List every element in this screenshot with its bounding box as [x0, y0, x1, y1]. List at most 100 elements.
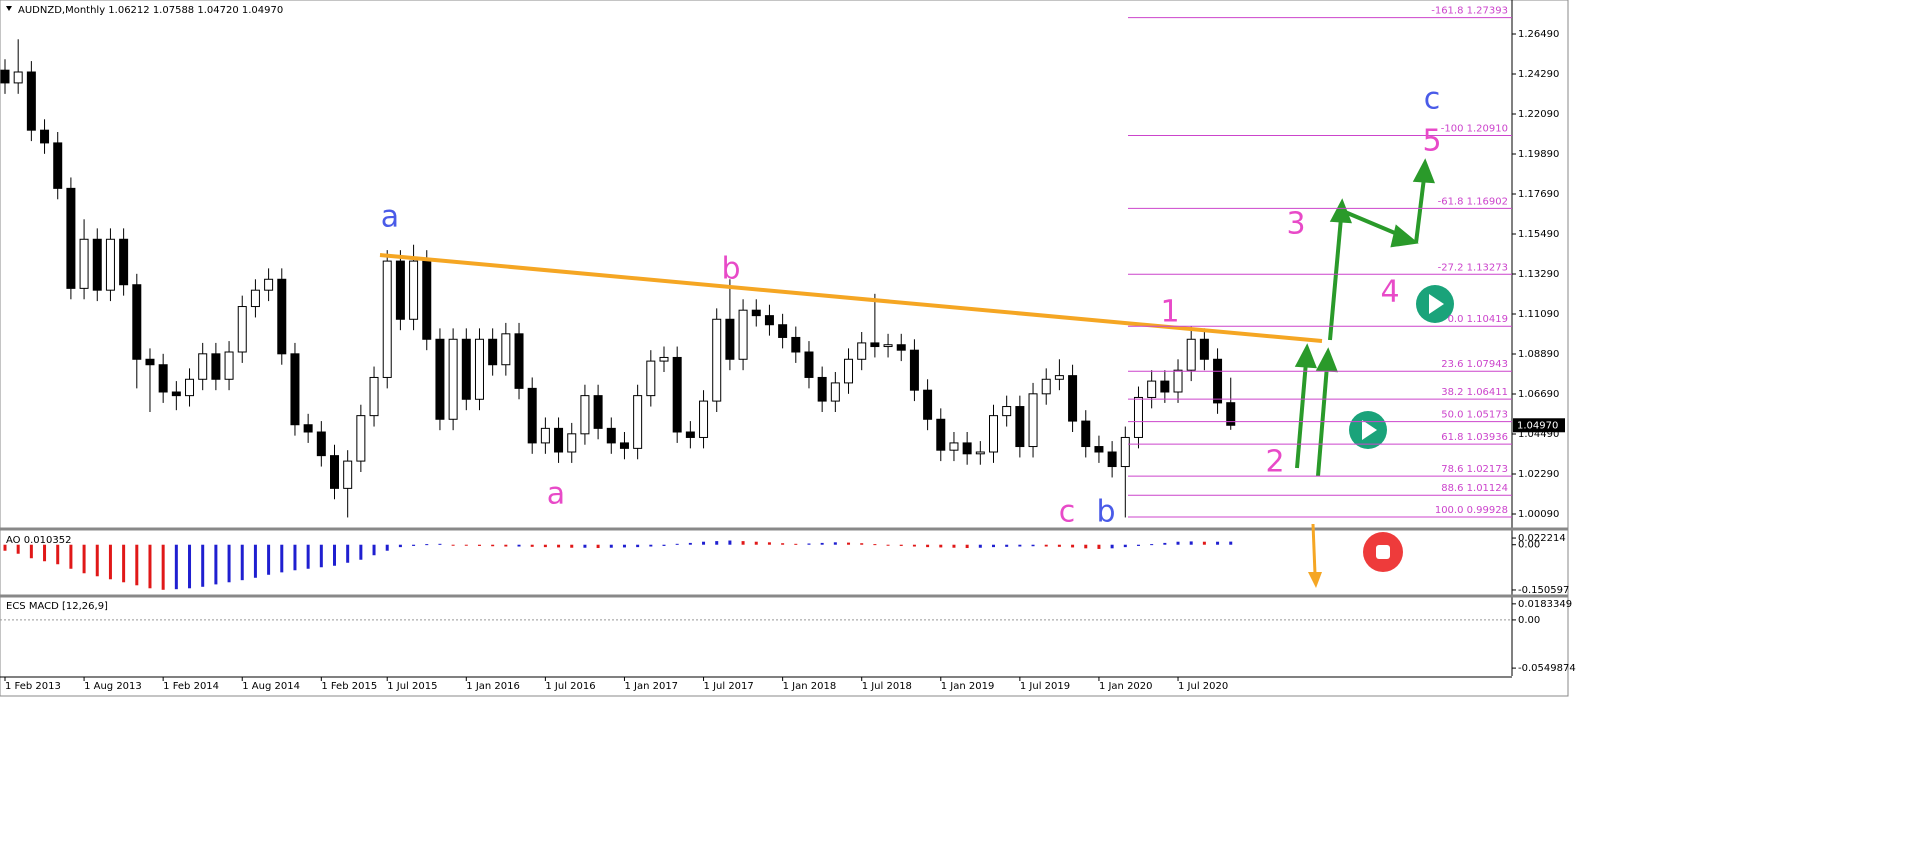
y-tick-label: 1.00090 [1518, 509, 1559, 520]
x-tick-label: 1 Jul 2019 [1020, 681, 1070, 692]
y-tick-label: 1.06690 [1518, 389, 1559, 400]
y-tick-label: 1.15490 [1518, 229, 1559, 240]
y-tick-label: 1.11090 [1518, 309, 1559, 320]
candle-body [1213, 358, 1223, 404]
wave-label: 5 [1422, 124, 1441, 159]
candle-body [145, 358, 155, 366]
fib-label: -27.2 1.13273 [1438, 262, 1508, 273]
candle-body [79, 238, 89, 289]
candle-body [1054, 375, 1064, 380]
x-tick-label: 1 Aug 2013 [84, 681, 142, 692]
y-tick-label: 1.17690 [1518, 189, 1559, 200]
x-tick-label: 1 Jan 2018 [783, 681, 837, 692]
candle-body [975, 451, 985, 455]
ao-bar [451, 544, 455, 546]
ao-bar [807, 543, 811, 545]
ao-bar [267, 544, 271, 575]
ao-bar [1163, 542, 1167, 545]
wave-label: c [1424, 82, 1441, 117]
candle-body [105, 238, 115, 291]
ao-bar [636, 544, 640, 548]
candle-body [198, 353, 208, 380]
ao-bar [214, 544, 218, 585]
candle-body [844, 358, 854, 384]
candle-body [13, 71, 23, 84]
ao-bar [201, 544, 205, 587]
ao-bar [833, 542, 837, 545]
ao-bar [1110, 544, 1114, 549]
ao-bar [860, 543, 864, 545]
ao-bar [359, 544, 363, 560]
ao-bar [873, 544, 877, 546]
play-icon [1416, 285, 1454, 323]
ao-bar [174, 544, 178, 590]
ao-bar [82, 544, 86, 574]
candle-body [554, 427, 564, 453]
ao-bar [1150, 544, 1154, 546]
candle-body [264, 278, 274, 291]
ao-bar [543, 544, 547, 548]
ao-bar [1018, 544, 1022, 547]
ao-bar [1136, 544, 1140, 546]
candle-body [1133, 396, 1143, 438]
ao-bar [1005, 544, 1009, 547]
ao-bar [1176, 541, 1180, 545]
candle-body [712, 318, 722, 402]
ao-bar [912, 544, 916, 547]
candle-body [1094, 446, 1104, 453]
candle-body [527, 387, 537, 444]
ao-bar [965, 544, 969, 549]
wave-label: 1 [1160, 295, 1179, 330]
candle-body [778, 324, 788, 338]
ao-bar [662, 544, 666, 546]
wave-label: a [381, 200, 399, 235]
ao-bar [504, 544, 508, 547]
candle-body [461, 338, 471, 400]
candle-body [1173, 369, 1183, 393]
fib-label: 0.0 1.10419 [1448, 314, 1508, 325]
ao-bar [56, 544, 60, 565]
ao-bar [794, 543, 798, 545]
ao-bar [702, 541, 706, 545]
candle-body [817, 376, 827, 402]
ao-bar [346, 544, 350, 563]
candle-body [1107, 451, 1117, 468]
candle-body [53, 142, 63, 189]
macd-tick-label: 0.0183349 [1518, 599, 1572, 610]
fib-label: 23.6 1.07943 [1441, 359, 1508, 370]
ao-bar [29, 544, 33, 559]
candle-body [751, 309, 761, 317]
ao-bar [108, 544, 112, 580]
y-tick-label: 1.22090 [1518, 109, 1559, 120]
candle-body [501, 333, 511, 366]
ao-bar [728, 540, 732, 545]
candle-body [119, 238, 129, 286]
x-tick-label: 1 Jan 2020 [1099, 681, 1153, 692]
ao-bar [1229, 541, 1233, 545]
y-tick-label: 1.08890 [1518, 349, 1559, 360]
candle-body [909, 349, 919, 391]
candle-body [923, 389, 933, 420]
y-tick-label: 1.26490 [1518, 29, 1559, 40]
wave-label: b [721, 252, 740, 287]
chart-title: AUDNZD,Monthly 1.06212 1.07588 1.04720 1… [18, 5, 283, 16]
projection-arrows [1294, 158, 1435, 477]
candle-body [1028, 393, 1038, 448]
ao-bar [847, 542, 851, 545]
ao-bar [1057, 544, 1061, 547]
ao-bar [1202, 541, 1206, 545]
wave-label: 3 [1286, 207, 1305, 242]
candle-body [1002, 406, 1012, 417]
fib-label: 100.0 0.99928 [1435, 505, 1508, 516]
candle-body [540, 427, 550, 444]
candle-body [409, 260, 419, 320]
ao-tick-label: -0.150597 [1518, 585, 1569, 596]
candle-body [158, 364, 168, 393]
wave-label: 2 [1265, 445, 1284, 480]
candle-body [369, 376, 379, 417]
candle-body [659, 356, 669, 362]
ao-bar [372, 544, 376, 556]
arrow-head [1390, 224, 1419, 248]
ao-bar [649, 544, 653, 547]
